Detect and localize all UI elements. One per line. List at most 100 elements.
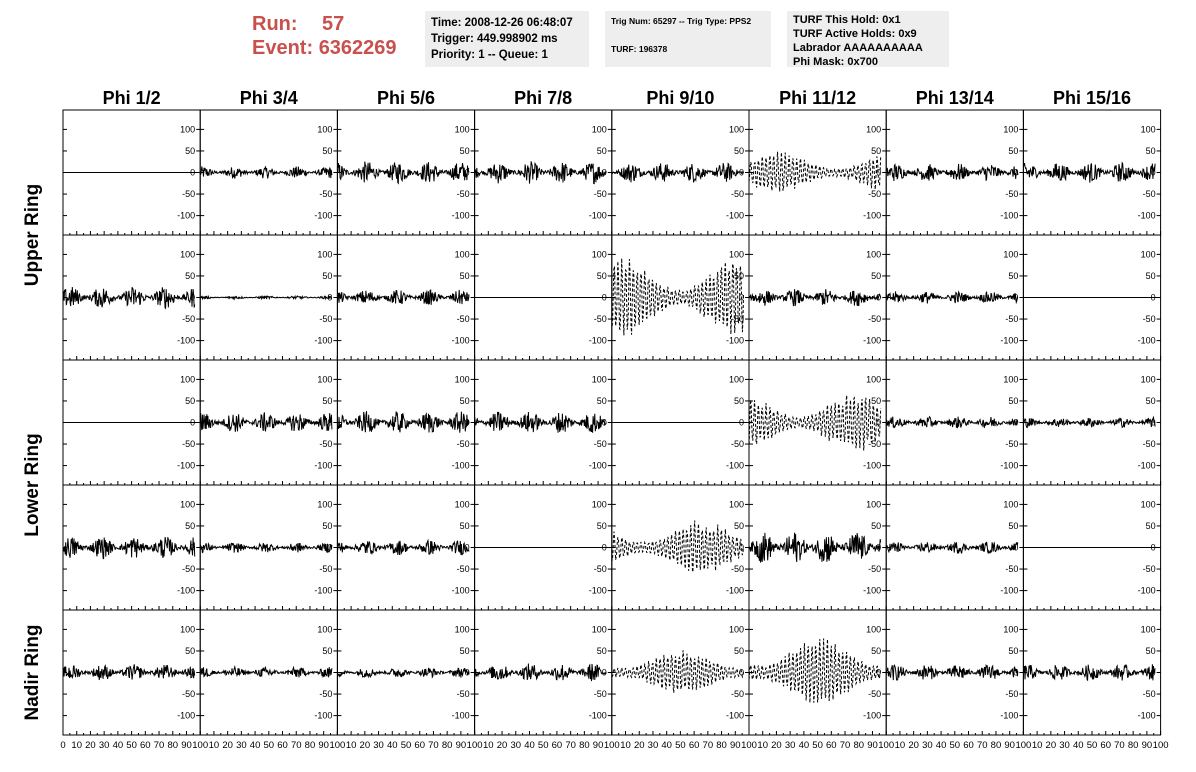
y-tick-label: -50 [182, 189, 195, 199]
y-tick-label: -50 [731, 314, 744, 324]
y-tick-label: 50 [460, 646, 470, 656]
y-tick-label: 50 [1146, 396, 1156, 406]
y-tick-label: 50 [597, 521, 607, 531]
x-tick-label: 40 [1073, 740, 1084, 751]
y-tick-label: 0 [1151, 418, 1156, 428]
waveform-trace [62, 664, 196, 681]
x-tick-label: 30 [510, 740, 521, 751]
y-tick-label: -100 [726, 336, 744, 346]
y-tick-label: -50 [868, 689, 881, 699]
waveform-trace [336, 411, 470, 433]
y-tick-label: 100 [317, 249, 332, 259]
y-tick-label: -50 [1143, 439, 1156, 449]
y-tick-label: 100 [317, 624, 332, 634]
waveform-trace [336, 161, 470, 185]
y-tick-label: 100 [1003, 624, 1018, 634]
x-tick-label: 60 [826, 740, 837, 751]
x-tick-label: 40 [661, 740, 672, 751]
y-tick-label: -100 [452, 336, 470, 346]
waveform-trace [885, 663, 1019, 681]
x-tick-label: 70 [565, 740, 576, 751]
x-tick-label: 60 [277, 740, 288, 751]
y-tick-label: 50 [185, 146, 195, 156]
y-tick-label: -100 [589, 586, 607, 596]
y-tick-label: 50 [1008, 146, 1018, 156]
y-tick-label: -100 [314, 711, 332, 721]
x-tick-label: 40 [387, 740, 398, 751]
run-label: Run: [252, 13, 298, 35]
x-tick-label: 20 [771, 740, 782, 751]
y-tick-label: 100 [455, 249, 470, 259]
x-tick-label: 10 [620, 740, 631, 751]
x-tick-label: 80 [167, 740, 178, 751]
y-tick-label: 50 [734, 396, 744, 406]
y-tick-label: 100 [180, 124, 195, 134]
y-tick-label: -50 [457, 439, 470, 449]
trigger-text: Trigger: 449.998902 ms [431, 33, 558, 45]
x-tick-label: 40 [250, 740, 261, 751]
y-tick-label: -100 [726, 461, 744, 471]
y-tick-label: 100 [317, 124, 332, 134]
y-tick-label: -50 [319, 564, 332, 574]
y-tick-label: -50 [868, 314, 881, 324]
y-tick-label: 100 [866, 124, 881, 134]
x-tick-label: 80 [442, 740, 453, 751]
x-tick-label: 40 [113, 740, 124, 751]
x-tick-label: 20 [222, 740, 233, 751]
y-tick-label: -100 [726, 211, 744, 221]
y-tick-label: -100 [1000, 211, 1018, 221]
x-tick-label: 10 [483, 740, 494, 751]
y-tick-label: -100 [177, 586, 195, 596]
y-tick-label: -100 [1000, 336, 1018, 346]
y-tick-label: -100 [589, 336, 607, 346]
y-tick-label: 100 [455, 124, 470, 134]
y-tick-label: 50 [871, 396, 881, 406]
y-tick-label: 100 [1141, 124, 1156, 134]
y-tick-label: 100 [592, 499, 607, 509]
y-tick-label: 50 [597, 271, 607, 281]
y-tick-label: 100 [180, 624, 195, 634]
event-label: Event: [252, 37, 314, 59]
y-tick-label: -50 [182, 439, 195, 449]
x-tick-label: 70 [840, 740, 851, 751]
x-tick-label: 50 [401, 740, 412, 751]
y-tick-label: -50 [319, 189, 332, 199]
y-tick-label: 50 [460, 521, 470, 531]
waveform-trace [748, 638, 882, 703]
y-tick-label: 50 [185, 521, 195, 531]
y-tick-label: -100 [1000, 586, 1018, 596]
y-tick-label: -50 [594, 439, 607, 449]
x-tick-label: 80 [716, 740, 727, 751]
waveform-trace [885, 541, 1019, 555]
y-tick-label: -100 [314, 586, 332, 596]
y-tick-label: 50 [734, 146, 744, 156]
turf-text: TURF: 196378 [611, 44, 668, 54]
waveform-trace [611, 650, 744, 693]
y-tick-label: -100 [452, 711, 470, 721]
y-tick-label: -100 [726, 711, 744, 721]
y-tick-label: -50 [319, 689, 332, 699]
y-tick-label: 50 [185, 396, 195, 406]
y-tick-label: -50 [457, 314, 470, 324]
x-tick-label: 40 [524, 740, 535, 751]
x-tick-label: 20 [908, 740, 919, 751]
x-tick-label: 20 [1046, 740, 1057, 751]
x-tick-label: 20 [360, 740, 371, 751]
y-tick-label: -100 [1138, 336, 1156, 346]
x-tick-label: 50 [264, 740, 275, 751]
y-tick-label: -100 [863, 586, 881, 596]
x-tick-label: 60 [689, 740, 700, 751]
